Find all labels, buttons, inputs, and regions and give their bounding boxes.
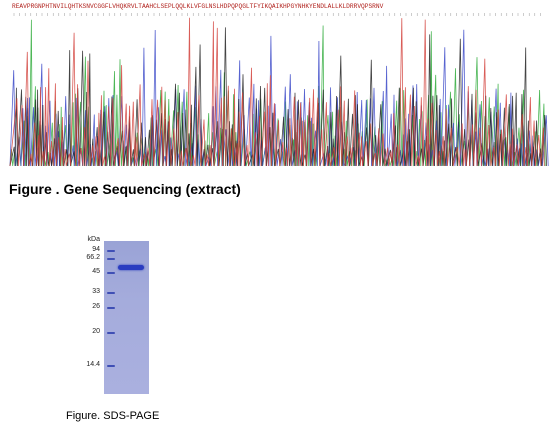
sample-band [118, 265, 144, 270]
gel-unit-label: kDa [87, 236, 100, 243]
trace-line [9, 27, 547, 167]
sequence-text: REAVPRGNPHTNVILQHTKSNVCGGFLVHQKRVLTAAHCL… [12, 3, 384, 10]
marker-band [107, 272, 115, 274]
marker-label-45: 45 [92, 268, 100, 275]
marker-label-94: 94 [92, 246, 100, 253]
marker-band [107, 307, 115, 309]
sds-page-caption: Figure. SDS-PAGE [66, 410, 160, 422]
chromatogram-trace [9, 13, 549, 167]
marker-label-14: 14.4 [86, 361, 100, 368]
marker-band [107, 365, 115, 367]
marker-band [107, 258, 115, 260]
marker-band [107, 332, 115, 334]
marker-label-33: 33 [92, 288, 100, 295]
marker-band [107, 250, 115, 252]
marker-label-66: 66.2 [86, 254, 100, 261]
gene-sequencing-caption: Figure . Gene Sequencing (extract) [9, 181, 241, 197]
trace-line [9, 17, 545, 167]
marker-label-26: 26 [92, 303, 100, 310]
marker-label-20: 20 [92, 328, 100, 335]
marker-band [107, 292, 115, 294]
sds-page-gel [104, 241, 149, 394]
